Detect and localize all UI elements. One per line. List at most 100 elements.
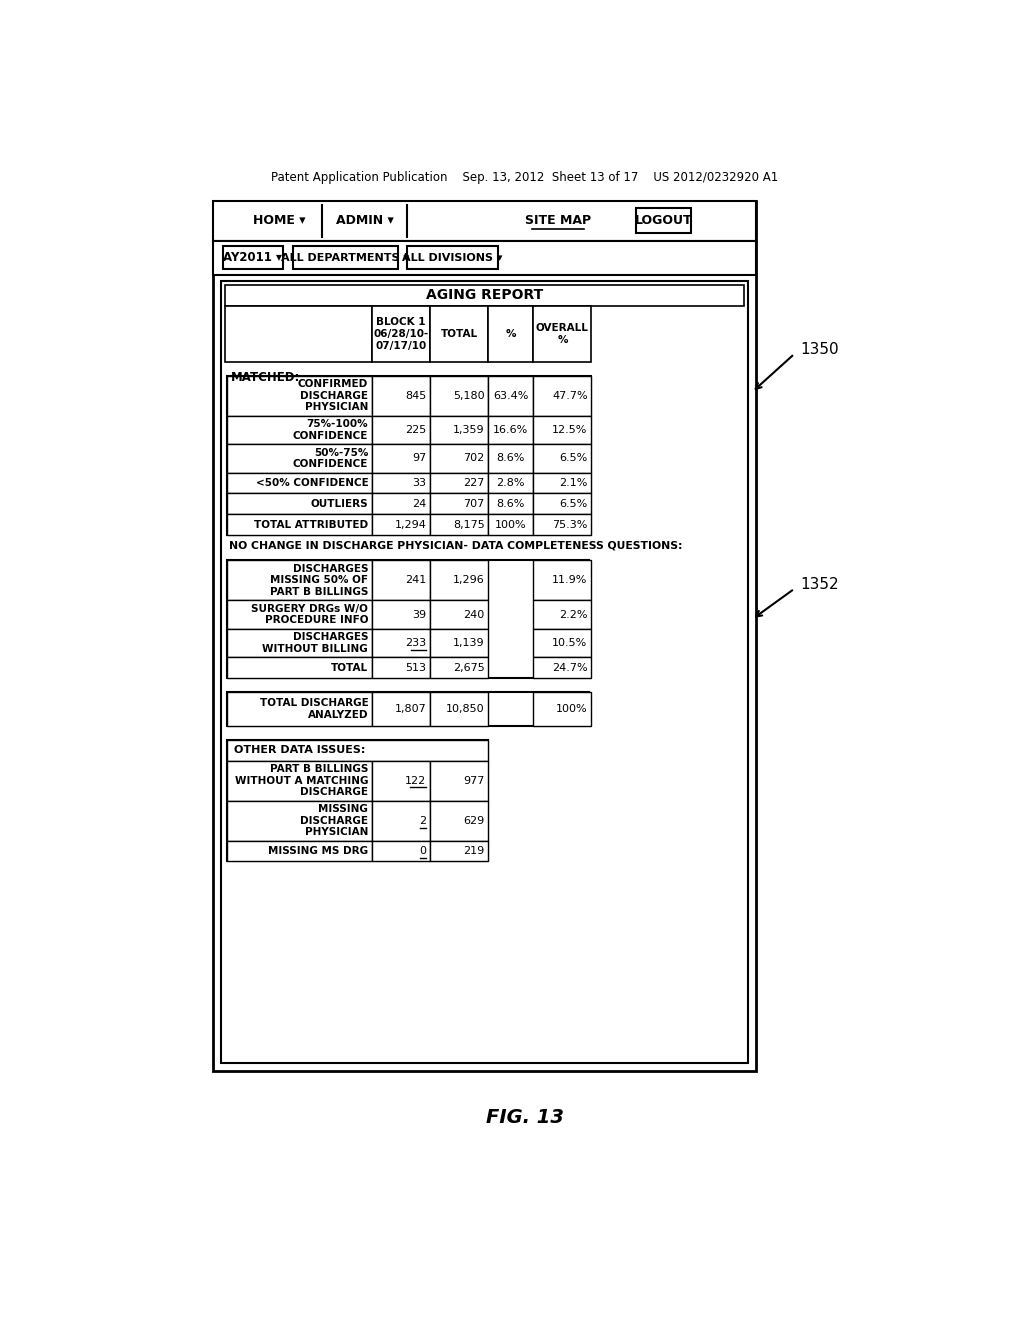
Bar [227, 628, 372, 657]
Text: TOTAL DISCHARGE
ANALYZED: TOTAL DISCHARGE ANALYZED [259, 698, 369, 719]
Text: MISSING
DISCHARGE
PHYSICIAN: MISSING DISCHARGE PHYSICIAN [300, 804, 369, 837]
Bar [488, 376, 534, 416]
Bar [534, 692, 592, 726]
Text: 6.5%: 6.5% [559, 499, 588, 508]
Bar [221, 281, 748, 1063]
Bar [227, 601, 372, 628]
Bar [430, 561, 488, 601]
Text: 1,296: 1,296 [453, 576, 484, 585]
Bar [213, 201, 756, 1071]
Text: 63.4%: 63.4% [494, 391, 528, 400]
Bar [372, 657, 430, 678]
Text: TOTAL ATTRIBUTED: TOTAL ATTRIBUTED [254, 520, 369, 529]
Text: DISCHARGES
MISSING 50% OF
PART B BILLINGS: DISCHARGES MISSING 50% OF PART B BILLING… [270, 564, 369, 597]
Bar [293, 247, 397, 269]
Text: 702: 702 [463, 453, 484, 463]
Bar [372, 841, 430, 862]
Bar [430, 692, 488, 726]
Bar [227, 739, 488, 862]
Text: 75%-100%
CONFIDENCE: 75%-100% CONFIDENCE [293, 418, 369, 441]
Bar [430, 416, 488, 444]
Bar [430, 760, 488, 800]
Bar [488, 306, 534, 362]
Bar [372, 444, 430, 473]
Text: TOTAL: TOTAL [440, 329, 478, 339]
Bar [227, 376, 372, 416]
Bar [372, 515, 430, 535]
Bar [488, 515, 534, 535]
Text: 1,359: 1,359 [453, 425, 484, 434]
Bar [534, 494, 592, 515]
Text: OTHER DATA ISSUES:: OTHER DATA ISSUES: [233, 746, 366, 755]
Text: 629: 629 [463, 816, 484, 825]
Text: AGING REPORT: AGING REPORT [426, 289, 543, 302]
Text: HOME ▾: HOME ▾ [253, 214, 305, 227]
Bar [430, 444, 488, 473]
Text: 1,807: 1,807 [394, 704, 426, 714]
Text: LOGOUT: LOGOUT [635, 214, 692, 227]
Text: 227: 227 [463, 478, 484, 488]
Text: SURGERY DRGs W/O
PROCEDURE INFO: SURGERY DRGs W/O PROCEDURE INFO [251, 603, 369, 626]
Text: 2.2%: 2.2% [559, 610, 588, 619]
Text: 97: 97 [412, 453, 426, 463]
Text: 24: 24 [412, 499, 426, 508]
Text: MATCHED:: MATCHED: [231, 371, 300, 384]
Text: 1,139: 1,139 [453, 638, 484, 648]
Text: DISCHARGES
WITHOUT BILLING: DISCHARGES WITHOUT BILLING [262, 632, 369, 653]
Text: ALL DIVISIONS ▾: ALL DIVISIONS ▾ [402, 252, 503, 263]
Text: 75.3%: 75.3% [552, 520, 588, 529]
Bar [430, 306, 488, 362]
Text: <50% CONFIDENCE: <50% CONFIDENCE [256, 478, 369, 488]
Text: 2: 2 [419, 816, 426, 825]
Text: NO CHANGE IN DISCHARGE PHYSICIAN- DATA COMPLETENESS QUESTIONS:: NO CHANGE IN DISCHARGE PHYSICIAN- DATA C… [228, 541, 682, 550]
Text: 6.5%: 6.5% [559, 453, 588, 463]
Text: 0: 0 [420, 846, 426, 855]
Bar [372, 692, 430, 726]
Bar [227, 416, 372, 444]
Bar [372, 416, 430, 444]
Text: Patent Application Publication    Sep. 13, 2012  Sheet 13 of 17    US 2012/02329: Patent Application Publication Sep. 13, … [271, 172, 778, 185]
Text: FIG. 13: FIG. 13 [485, 1107, 564, 1126]
Text: CONFIRMED
DISCHARGE
PHYSICIAN: CONFIRMED DISCHARGE PHYSICIAN [298, 379, 369, 412]
Bar [372, 760, 430, 800]
Text: 5,180: 5,180 [453, 391, 484, 400]
Text: 2.8%: 2.8% [497, 478, 525, 488]
Text: 11.9%: 11.9% [552, 576, 588, 585]
Text: 33: 33 [413, 478, 426, 488]
Text: 1,294: 1,294 [394, 520, 426, 529]
Bar [372, 473, 430, 494]
Bar [534, 306, 592, 362]
Bar [227, 800, 372, 841]
Text: 219: 219 [463, 846, 484, 855]
Text: SITE MAP: SITE MAP [525, 214, 591, 227]
Text: 241: 241 [406, 576, 426, 585]
Bar [534, 376, 592, 416]
Bar [222, 247, 283, 269]
Bar [430, 800, 488, 841]
Text: 10.5%: 10.5% [552, 638, 588, 648]
Bar [372, 561, 430, 601]
Bar [227, 561, 372, 601]
Bar [227, 515, 372, 535]
Text: ALL DEPARTMENTS ▾: ALL DEPARTMENTS ▾ [282, 252, 410, 263]
Bar [227, 444, 372, 473]
Text: 2,675: 2,675 [453, 663, 484, 673]
Text: MISSING MS DRG: MISSING MS DRG [268, 846, 369, 855]
Text: OVERALL
%: OVERALL % [536, 323, 589, 345]
Bar [430, 657, 488, 678]
Bar [488, 494, 534, 515]
Text: 513: 513 [406, 663, 426, 673]
Bar [213, 240, 756, 275]
Text: AY2011 ▾: AY2011 ▾ [223, 251, 283, 264]
Bar [534, 561, 592, 601]
Text: 8.6%: 8.6% [497, 499, 525, 508]
Text: 1350: 1350 [801, 342, 840, 358]
Text: 122: 122 [406, 776, 426, 785]
Bar [534, 416, 592, 444]
Bar [227, 692, 589, 726]
Text: 16.6%: 16.6% [494, 425, 528, 434]
Bar [488, 473, 534, 494]
Bar [225, 306, 372, 362]
Text: 2.1%: 2.1% [559, 478, 588, 488]
Text: BLOCK 1
06/28/10-
07/17/10: BLOCK 1 06/28/10- 07/17/10 [374, 317, 429, 351]
